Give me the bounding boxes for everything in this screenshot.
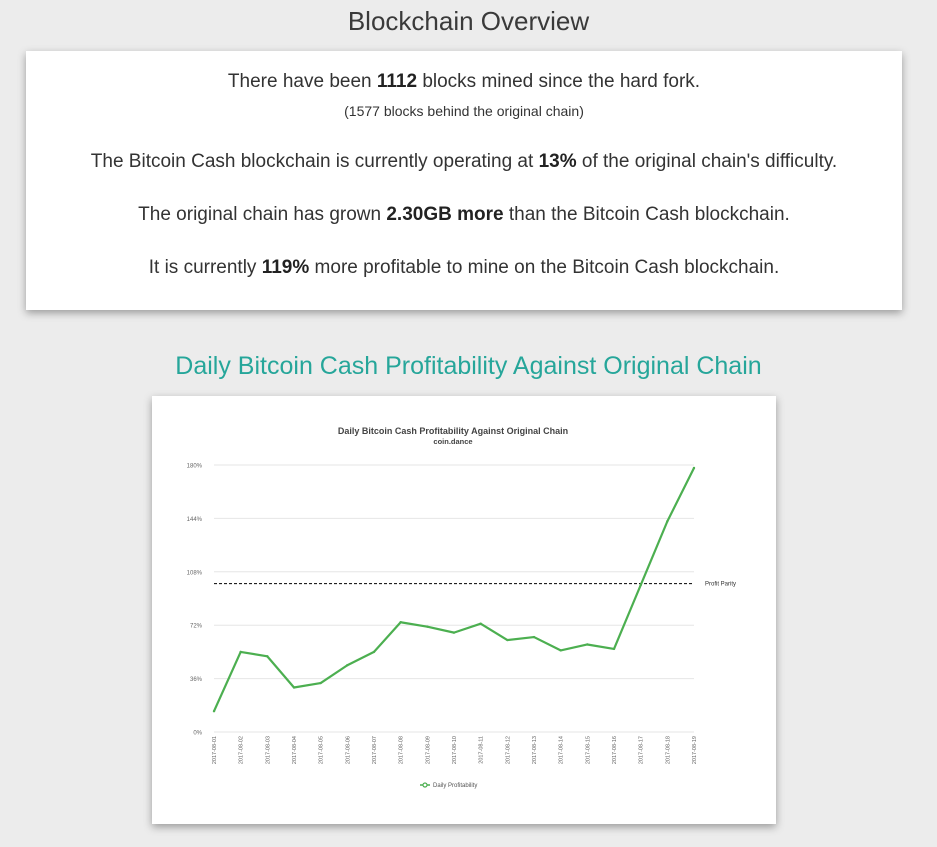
data-point <box>586 643 589 646</box>
x-tick-label: 2017-08-10 <box>452 736 458 764</box>
x-tick-label: 2017-08-07 <box>372 736 378 764</box>
data-point <box>266 655 269 658</box>
chain-size-value: 2.30GB more <box>386 204 504 225</box>
profitability-value: 119% <box>261 257 310 278</box>
x-tick-label: 2017-08-19 <box>692 736 698 764</box>
data-point <box>426 625 429 628</box>
x-tick-label: 2017-08-04 <box>292 736 298 764</box>
data-point <box>692 466 696 470</box>
data-point <box>239 650 242 654</box>
data-point <box>212 710 216 713</box>
overview-title: Blockchain Overview <box>347 6 590 36</box>
data-point <box>666 520 669 523</box>
y-tick-label: 144% <box>187 517 203 523</box>
data-point <box>452 631 456 634</box>
data-point <box>479 622 482 625</box>
legend-label: Daily Profitability <box>433 783 477 789</box>
data-point <box>399 621 402 624</box>
chart-heading: Daily Bitcoin Cash Profitability Against… <box>175 352 762 380</box>
x-tick-label: 2017-08-08 <box>399 736 405 764</box>
x-tick-label: 2017-08-17 <box>639 736 645 764</box>
chain-size-stat: The original chain has grown 2.30GB more… <box>138 204 790 225</box>
x-tick-label: 2017-08-13 <box>532 736 538 764</box>
x-tick-label: 2017-08-15 <box>585 736 591 764</box>
data-point <box>506 638 509 642</box>
chart-card: Daily Bitcoin Cash Profitability Against… <box>152 396 776 824</box>
chart-subtitle: coin.dance <box>433 437 472 446</box>
legend-swatch-marker <box>422 782 428 788</box>
blocks-mined-stat: There have been 1112 blocks mined since … <box>227 71 701 92</box>
y-tick-label: 72% <box>190 624 203 630</box>
x-tick-label: 2017-08-09 <box>425 736 431 764</box>
chart-title: Daily Bitcoin Cash Profitability Against… <box>338 426 568 436</box>
data-point <box>319 681 322 685</box>
profitability-stat: It is currently 119% more profitable to … <box>148 257 780 278</box>
profitability-chart: Daily Bitcoin Cash Profitability Against… <box>187 426 736 789</box>
data-point <box>372 650 376 654</box>
blocks-behind-note: (1577 blocks behind the original chain) <box>344 103 584 119</box>
x-tick-label: 2017-08-05 <box>319 736 325 764</box>
difficulty-stat: The Bitcoin Cash blockchain is currently… <box>90 151 838 172</box>
x-tick-label: 2017-08-14 <box>559 736 565 764</box>
y-tick-label: 180% <box>187 464 203 470</box>
profit-parity-label: Profit Parity <box>705 582 736 588</box>
data-point <box>292 686 296 689</box>
x-tick-label: 2017-08-12 <box>505 736 511 764</box>
difficulty-value: 13% <box>538 151 577 172</box>
y-tick-label: 108% <box>187 570 203 576</box>
data-point <box>612 647 616 651</box>
blocks-mined-value: 1112 <box>376 71 418 92</box>
x-tick-label: 2017-08-03 <box>265 736 271 764</box>
x-tick-label: 2017-08-16 <box>612 736 618 764</box>
x-tick-label: 2017-08-11 <box>479 736 485 764</box>
data-point <box>639 583 642 587</box>
x-tick-label: 2017-08-02 <box>239 736 245 764</box>
data-point <box>532 635 536 639</box>
y-tick-label: 36% <box>190 677 203 683</box>
daily-profitability-line <box>212 467 695 712</box>
y-tick-label: 0% <box>193 731 202 737</box>
stats-card: There have been 1112 blocks mined since … <box>26 51 902 310</box>
data-point <box>559 649 562 652</box>
x-tick-label: 2017-08-18 <box>665 736 671 764</box>
x-tick-label: 2017-08-06 <box>345 736 351 764</box>
x-tick-label: 2017-08-01 <box>212 736 218 764</box>
data-point <box>346 664 349 667</box>
